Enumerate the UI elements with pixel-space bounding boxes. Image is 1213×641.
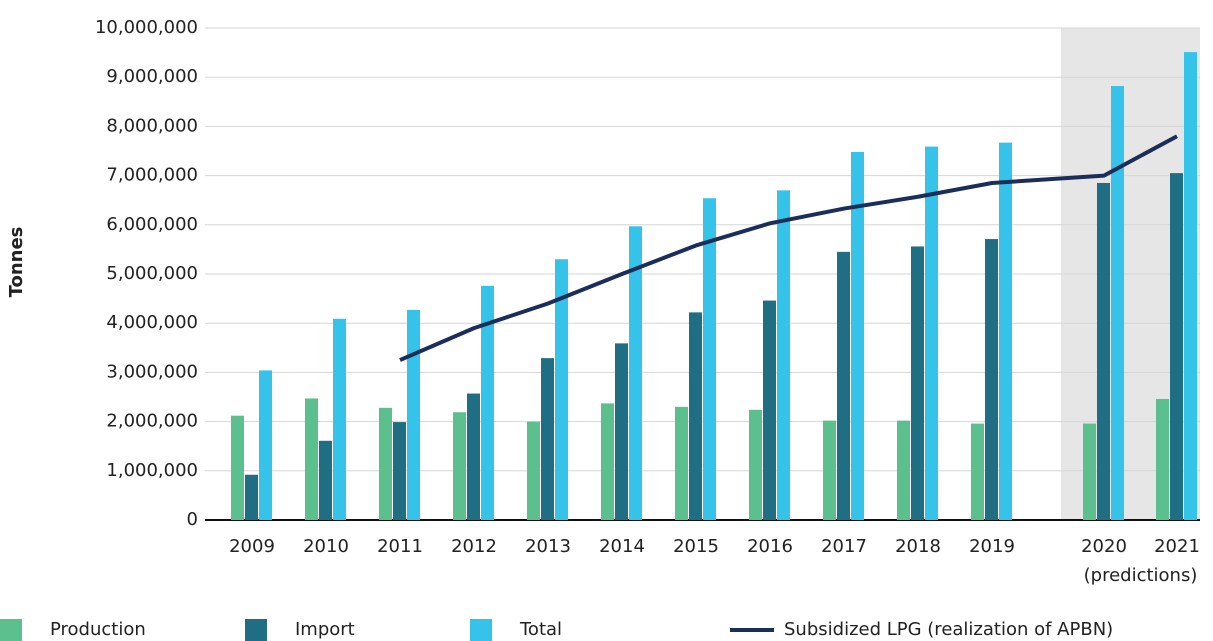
bar	[541, 358, 554, 520]
bar	[1170, 173, 1183, 520]
bar	[897, 420, 910, 520]
x-tick-label: 2019	[969, 536, 1015, 557]
x-tick-label: 2011	[377, 536, 423, 557]
x-tick-label: 2012	[451, 536, 497, 557]
y-tick-label: 8,000,000	[106, 115, 198, 136]
bar	[481, 285, 494, 520]
bar	[333, 318, 346, 520]
bar	[467, 393, 480, 520]
x-tick-label: 2018	[895, 536, 941, 557]
y-tick-label: 7,000,000	[106, 165, 198, 186]
y-tick-label: 4,000,000	[106, 312, 198, 333]
bar	[305, 398, 318, 520]
legend-label: Subsidized LPG (realization of APBN)	[784, 619, 1113, 640]
bar	[851, 151, 864, 520]
bar	[985, 239, 998, 520]
bar	[689, 312, 702, 520]
bar	[1097, 182, 1110, 521]
y-tick-label: 2,000,000	[106, 411, 198, 432]
bar	[763, 300, 776, 520]
bar	[453, 412, 466, 520]
bar	[703, 198, 716, 520]
bar	[911, 246, 924, 520]
y-tick-label: 0	[187, 509, 198, 530]
bar	[629, 226, 642, 520]
bar	[1156, 398, 1169, 520]
bar	[601, 403, 614, 520]
bar	[555, 259, 568, 520]
x-tick-label: 2010	[303, 536, 349, 557]
bar	[749, 409, 762, 520]
bar	[527, 421, 540, 520]
y-tick-label: 5,000,000	[106, 263, 198, 284]
legend-label: Import	[295, 619, 355, 640]
x-tick-label: 2016	[747, 536, 793, 557]
bar	[615, 343, 628, 520]
bar	[1184, 52, 1197, 520]
bar	[823, 420, 836, 520]
bar	[675, 406, 688, 520]
annotation: (predictions)	[1084, 565, 1198, 586]
y-tick-label: 9,000,000	[106, 66, 198, 87]
legend-swatch	[245, 619, 267, 641]
x-tick-label: 2015	[673, 536, 719, 557]
bar	[999, 142, 1012, 521]
bar	[1083, 423, 1096, 520]
bar	[1111, 86, 1124, 520]
y-axis-label: Tonnes	[6, 227, 27, 298]
legend-label: Total	[519, 619, 562, 640]
bar	[379, 407, 392, 520]
x-tick-label: 2014	[599, 536, 645, 557]
legend-swatch	[0, 619, 22, 641]
bar	[259, 370, 272, 520]
line	[399, 134, 1178, 362]
x-tick-label: 2020	[1081, 536, 1127, 557]
bar	[925, 146, 938, 520]
legend-swatch	[470, 619, 492, 641]
bar	[777, 190, 790, 521]
bar	[971, 423, 984, 520]
bar	[393, 422, 406, 520]
x-tick-label: 2009	[229, 536, 275, 557]
bar	[245, 474, 258, 520]
bar	[837, 251, 850, 521]
bar	[319, 440, 332, 520]
bar	[407, 309, 420, 520]
bar	[231, 415, 244, 520]
x-tick-label: 2013	[525, 536, 571, 557]
x-tick-label: 2017	[821, 536, 867, 557]
x-tick-label: 2021	[1154, 536, 1200, 557]
y-tick-label: 1,000,000	[106, 460, 198, 481]
y-tick-label: 10,000,000	[95, 17, 198, 38]
y-tick-label: 3,000,000	[106, 361, 198, 382]
y-tick-label: 6,000,000	[106, 214, 198, 235]
legend-label: Production	[50, 619, 146, 640]
